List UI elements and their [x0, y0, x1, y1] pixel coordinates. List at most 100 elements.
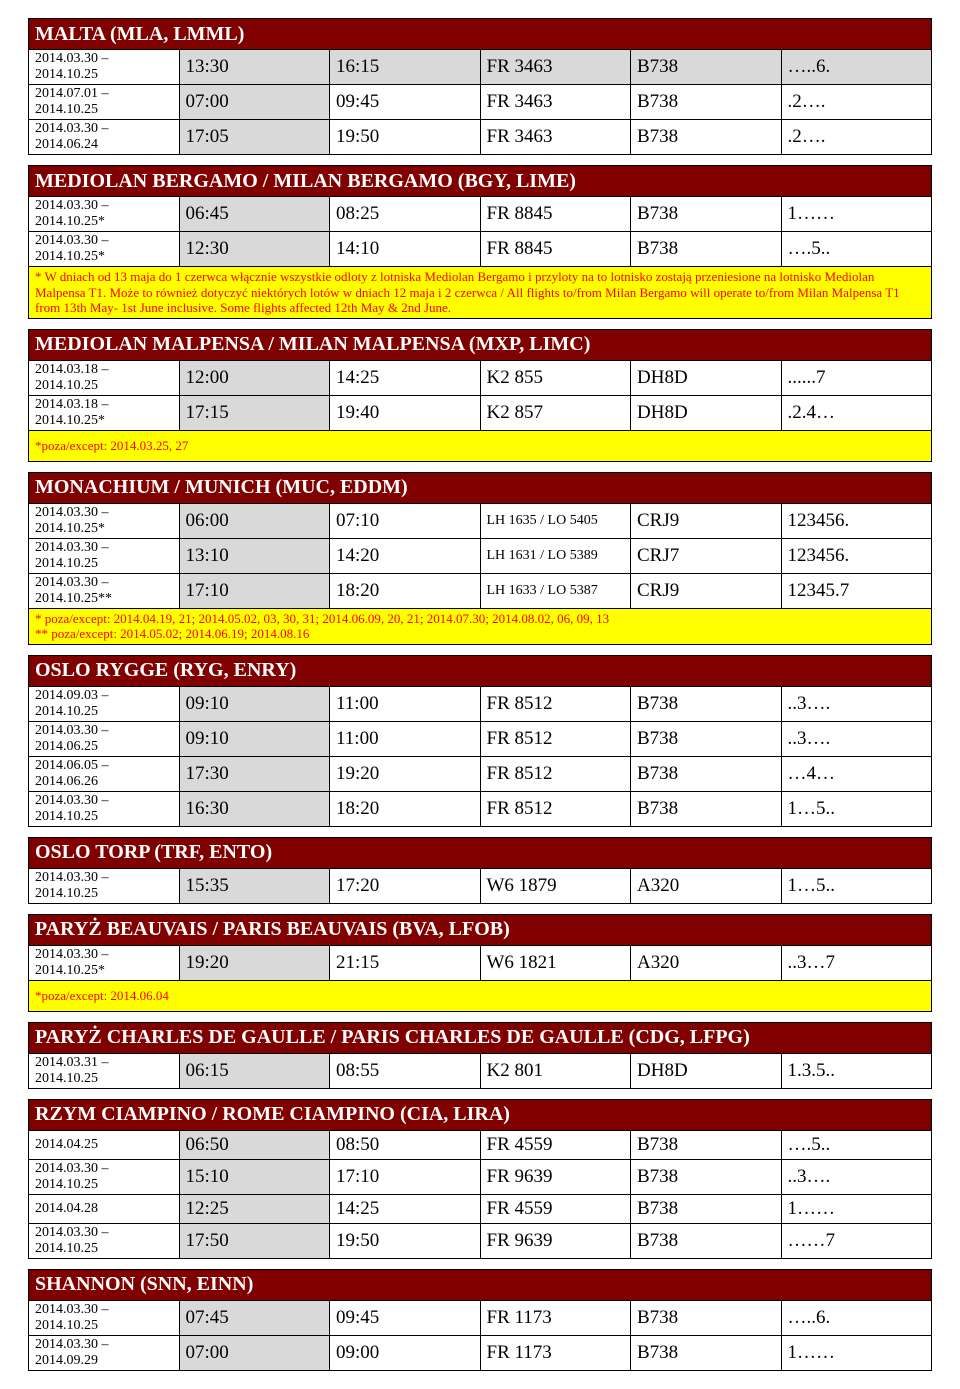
time-depart-cell: 06:00 — [179, 503, 330, 538]
time-depart-cell: 17:15 — [179, 395, 330, 430]
flight-number-cell: FR 8512 — [480, 686, 631, 721]
time-arrive-cell: 17:10 — [330, 1159, 481, 1194]
section: OSLO RYGGE (RYG, ENRY)2014.09.03 – 2014.… — [28, 655, 932, 827]
date-range-cell: 2014.03.30 – 2014.10.25 — [29, 50, 180, 85]
schedule-table: MONACHIUM / MUNICH (MUC, EDDM)2014.03.30… — [28, 472, 932, 645]
flight-number-cell: FR 3463 — [480, 85, 631, 120]
section: OSLO TORP (TRF, ENTO)2014.03.30 – 2014.1… — [28, 837, 932, 904]
schedule-table: SHANNON (SNN, EINN)2014.03.30 – 2014.10.… — [28, 1269, 932, 1371]
days-cell: ..3…. — [781, 686, 932, 721]
table-row: 2014.03.30 – 2014.10.2516:3018:20FR 8512… — [29, 791, 932, 826]
table-row: 2014.03.30 – 2014.10.2513:1014:20LH 1631… — [29, 538, 932, 573]
aircraft-cell: B738 — [631, 120, 782, 155]
aircraft-cell: B738 — [631, 197, 782, 232]
section: MEDIOLAN MALPENSA / MILAN MALPENSA (MXP,… — [28, 329, 932, 462]
schedule-table: PARYŻ BEAUVAIS / PARIS BEAUVAIS (BVA, LF… — [28, 914, 932, 1012]
table-row: 2014.03.30 – 2014.10.25*06:0007:10LH 163… — [29, 503, 932, 538]
time-arrive-cell: 09:45 — [330, 1300, 481, 1335]
section: MEDIOLAN BERGAMO / MILAN BERGAMO (BGY, L… — [28, 165, 932, 319]
aircraft-cell: DH8D — [631, 395, 782, 430]
aircraft-cell: B738 — [631, 756, 782, 791]
schedule-table: MEDIOLAN MALPENSA / MILAN MALPENSA (MXP,… — [28, 329, 932, 462]
time-arrive-cell: 11:00 — [330, 721, 481, 756]
table-row: 2014.03.30 – 2014.06.2509:1011:00FR 8512… — [29, 721, 932, 756]
flight-number-cell: FR 8845 — [480, 197, 631, 232]
aircraft-cell: B738 — [631, 686, 782, 721]
time-depart-cell: 17:10 — [179, 573, 330, 608]
table-row: 2014.03.30 – 2014.10.2513:3016:15FR 3463… — [29, 50, 932, 85]
time-depart-cell: 17:50 — [179, 1223, 330, 1258]
date-range-cell: 2014.06.05 – 2014.06.26 — [29, 756, 180, 791]
time-depart-cell: 09:10 — [179, 686, 330, 721]
aircraft-cell: B738 — [631, 1335, 782, 1370]
date-range-cell: 2014.03.31 – 2014.10.25 — [29, 1053, 180, 1088]
flight-number-cell: LH 1631 / LO 5389 — [480, 538, 631, 573]
time-depart-cell: 06:45 — [179, 197, 330, 232]
time-depart-cell: 09:10 — [179, 721, 330, 756]
time-arrive-cell: 16:15 — [330, 50, 481, 85]
date-range-cell: 2014.03.30 – 2014.06.24 — [29, 120, 180, 155]
aircraft-cell: B738 — [631, 232, 782, 267]
flight-number-cell: FR 1173 — [480, 1335, 631, 1370]
table-row: 2014.03.30 – 2014.10.2515:3517:20W6 1879… — [29, 868, 932, 903]
section-title: SHANNON (SNN, EINN) — [29, 1269, 932, 1300]
section-title: RZYM CIAMPINO / ROME CIAMPINO (CIA, LIRA… — [29, 1099, 932, 1130]
schedule-table: RZYM CIAMPINO / ROME CIAMPINO (CIA, LIRA… — [28, 1099, 932, 1259]
section: PARYŻ BEAUVAIS / PARIS BEAUVAIS (BVA, LF… — [28, 914, 932, 1012]
date-range-cell: 2014.03.30 – 2014.06.25 — [29, 721, 180, 756]
aircraft-cell: B738 — [631, 85, 782, 120]
table-row: 2014.04.2812:2514:25FR 4559B7381…… — [29, 1194, 932, 1223]
schedule-table: OSLO TORP (TRF, ENTO)2014.03.30 – 2014.1… — [28, 837, 932, 904]
days-cell: .2…. — [781, 120, 932, 155]
table-row: 2014.03.18 – 2014.10.25*17:1519:40K2 857… — [29, 395, 932, 430]
aircraft-cell: DH8D — [631, 360, 782, 395]
schedule-table: OSLO RYGGE (RYG, ENRY)2014.09.03 – 2014.… — [28, 655, 932, 827]
table-row: 2014.03.30 – 2014.06.2417:0519:50FR 3463… — [29, 120, 932, 155]
aircraft-cell: B738 — [631, 721, 782, 756]
flight-number-cell: FR 9639 — [480, 1159, 631, 1194]
flight-number-cell: FR 4559 — [480, 1130, 631, 1159]
time-arrive-cell: 21:15 — [330, 945, 481, 980]
time-depart-cell: 16:30 — [179, 791, 330, 826]
days-cell: ..3…7 — [781, 945, 932, 980]
table-row: 2014.03.30 – 2014.10.25*12:3014:10FR 884… — [29, 232, 932, 267]
flight-number-cell: FR 8512 — [480, 756, 631, 791]
section: RZYM CIAMPINO / ROME CIAMPINO (CIA, LIRA… — [28, 1099, 932, 1259]
days-cell: ..3…. — [781, 721, 932, 756]
table-row: 2014.03.30 – 2014.10.2517:5019:50FR 9639… — [29, 1223, 932, 1258]
time-arrive-cell: 19:50 — [330, 1223, 481, 1258]
time-depart-cell: 06:50 — [179, 1130, 330, 1159]
time-depart-cell: 07:00 — [179, 1335, 330, 1370]
days-cell: 1…5.. — [781, 868, 932, 903]
days-cell: .2…. — [781, 85, 932, 120]
time-arrive-cell: 17:20 — [330, 868, 481, 903]
date-range-cell: 2014.03.30 – 2014.10.25* — [29, 945, 180, 980]
flight-number-cell: LH 1635 / LO 5405 — [480, 503, 631, 538]
time-arrive-cell: 19:50 — [330, 120, 481, 155]
section-title: PARYŻ BEAUVAIS / PARIS BEAUVAIS (BVA, LF… — [29, 914, 932, 945]
days-cell: ..3…. — [781, 1159, 932, 1194]
table-row: 2014.03.18 – 2014.10.2512:0014:25K2 855D… — [29, 360, 932, 395]
flight-number-cell: K2 801 — [480, 1053, 631, 1088]
section-title: OSLO RYGGE (RYG, ENRY) — [29, 655, 932, 686]
date-range-cell: 2014.03.30 – 2014.09.29 — [29, 1335, 180, 1370]
table-row: 2014.06.05 – 2014.06.2617:3019:20FR 8512… — [29, 756, 932, 791]
date-range-cell: 2014.03.18 – 2014.10.25 — [29, 360, 180, 395]
flight-number-cell: FR 8512 — [480, 791, 631, 826]
table-row: 2014.04.2506:5008:50FR 4559B738….5.. — [29, 1130, 932, 1159]
schedule-table: MALTA (MLA, LMML)2014.03.30 – 2014.10.25… — [28, 18, 932, 155]
section: PARYŻ CHARLES DE GAULLE / PARIS CHARLES … — [28, 1022, 932, 1089]
flight-number-cell: W6 1879 — [480, 868, 631, 903]
table-row: 2014.03.30 – 2014.09.2907:0009:00FR 1173… — [29, 1335, 932, 1370]
date-range-cell: 2014.03.30 – 2014.10.25 — [29, 791, 180, 826]
aircraft-cell: CRJ9 — [631, 503, 782, 538]
time-depart-cell: 13:10 — [179, 538, 330, 573]
aircraft-cell: B738 — [631, 791, 782, 826]
time-arrive-cell: 09:00 — [330, 1335, 481, 1370]
section-title: MEDIOLAN MALPENSA / MILAN MALPENSA (MXP,… — [29, 329, 932, 360]
days-cell: 1…… — [781, 197, 932, 232]
time-arrive-cell: 07:10 — [330, 503, 481, 538]
section: MONACHIUM / MUNICH (MUC, EDDM)2014.03.30… — [28, 472, 932, 645]
days-cell: 1…… — [781, 1335, 932, 1370]
section: SHANNON (SNN, EINN)2014.03.30 – 2014.10.… — [28, 1269, 932, 1371]
